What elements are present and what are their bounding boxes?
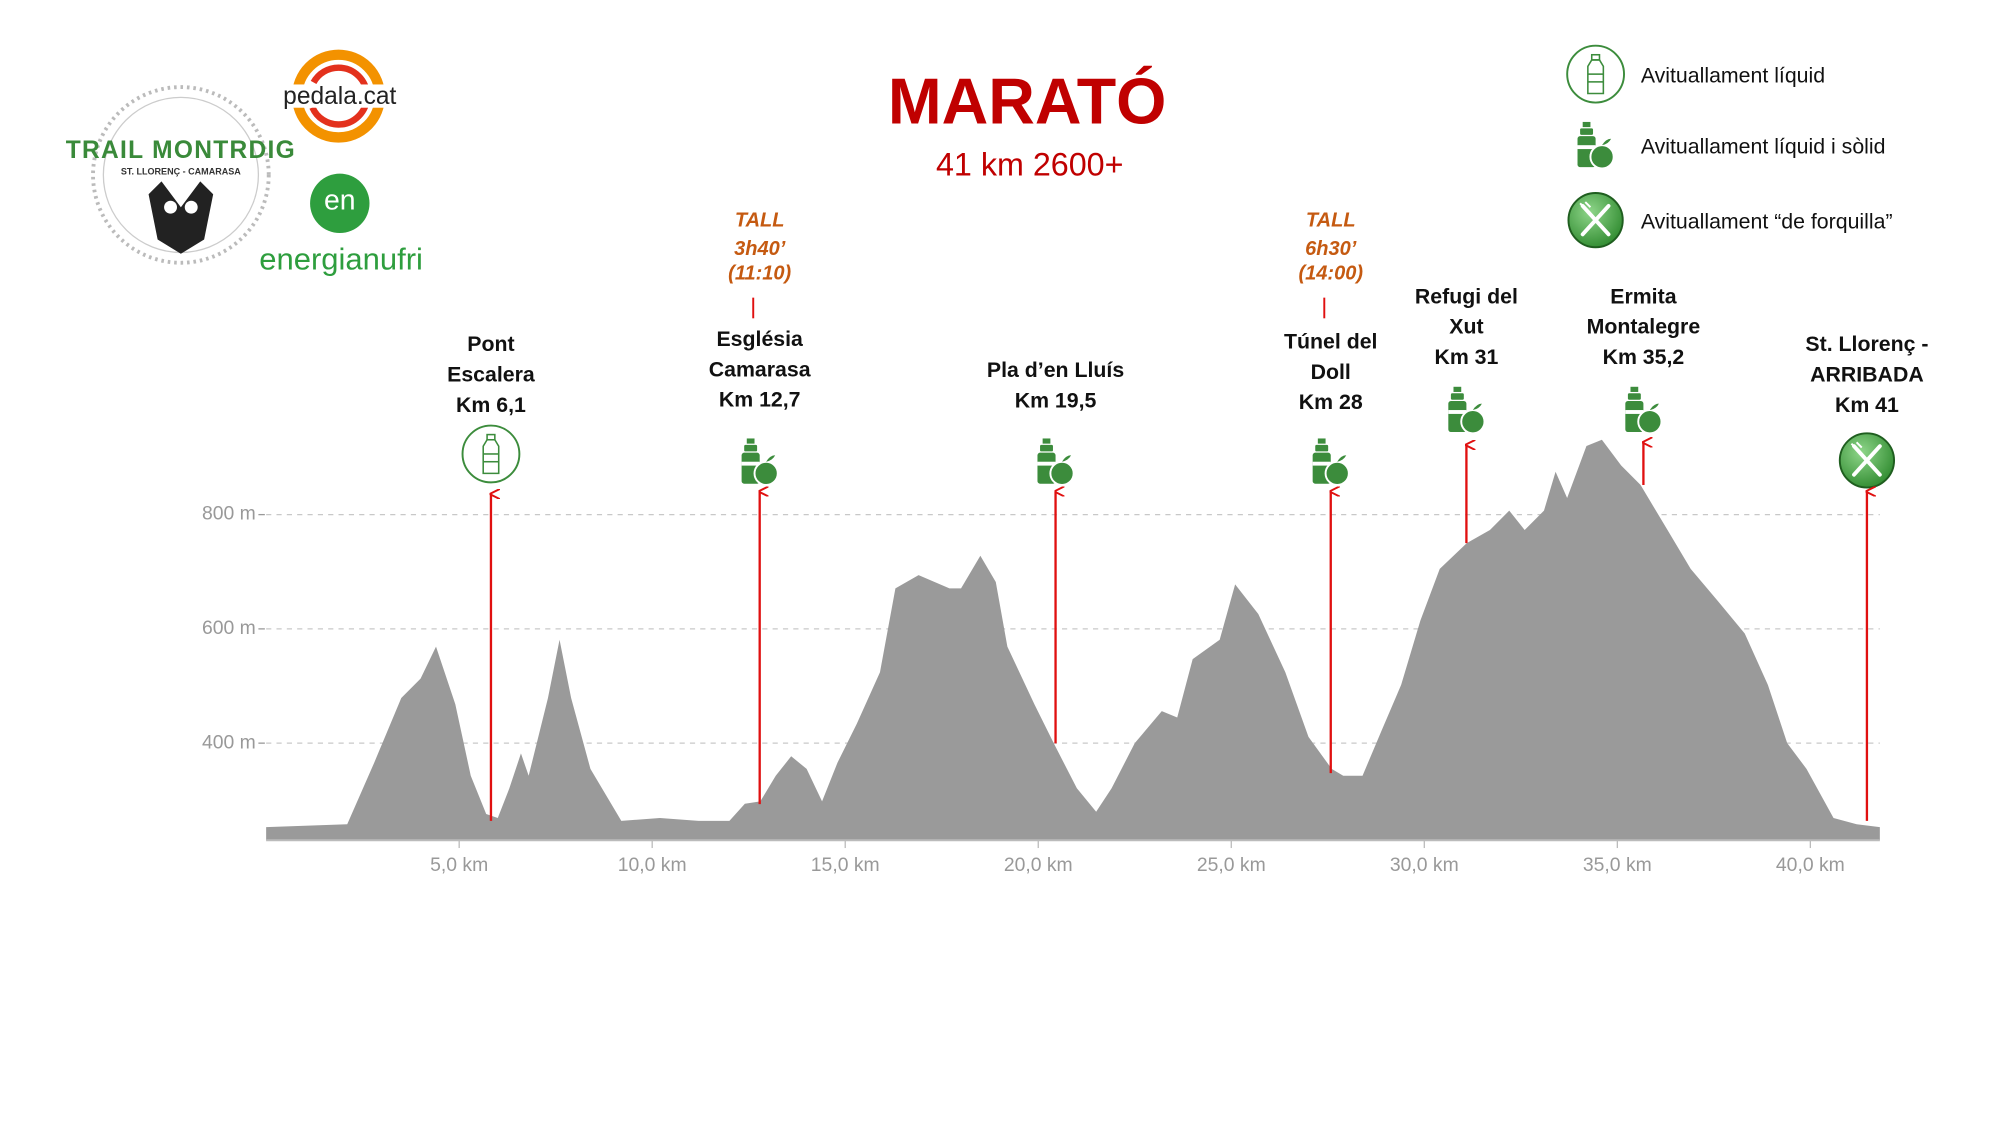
y-tick-label: 800 m	[202, 503, 256, 525]
checkpoint-label: Camarasa	[709, 357, 811, 381]
legend-label: Avituallament “de forquilla”	[1641, 209, 1893, 233]
checkpoint-label: Túnel del	[1284, 329, 1377, 353]
legend-label: Avituallament líquid	[1641, 63, 1825, 87]
supply-icon	[1837, 431, 1896, 490]
chart-subtitle: 41 km 2600+	[936, 147, 1124, 183]
y-tick-label: 400 m	[202, 731, 256, 753]
checkpoint-label: St. Llorenç -	[1805, 332, 1928, 356]
checkpoint-label: ARRIBADA	[1810, 362, 1924, 386]
checkpoint-label: Km 12,7	[719, 388, 801, 412]
checkpoint-label: Km 28	[1299, 390, 1363, 414]
checkpoint-label: Escalera	[447, 362, 535, 386]
checkpoint-label: Km 35,2	[1603, 345, 1685, 369]
supply-icon	[1624, 385, 1663, 435]
checkpoint-label: Km 31	[1434, 345, 1498, 369]
logo-text: ST. LLORENÇ - CAMARASA	[121, 167, 241, 177]
checkpoint-label: Pla d’en Lluís	[987, 358, 1124, 382]
checkpoint-label: Pont	[467, 332, 514, 356]
logo-text: pedala.cat	[283, 83, 396, 110]
checkpoint-label: Montalegre	[1587, 315, 1701, 339]
legend-label: Avituallament líquid i sòlid	[1641, 134, 1886, 158]
cutoff-label: TALL	[1306, 210, 1356, 232]
checkpoint-label: Ermita	[1610, 284, 1676, 308]
y-tick-label: 600 m	[202, 617, 256, 639]
logo-text: TRAIL MONTRDIG	[66, 137, 296, 164]
checkpoint-label: Església	[716, 327, 803, 351]
checkpoint-label: Km 19,5	[1015, 388, 1097, 412]
x-tick-label: 40,0 km	[1776, 854, 1845, 876]
checkpoint-label: Xut	[1449, 315, 1483, 339]
supply-icon	[1036, 437, 1075, 486]
elevation-area	[266, 439, 1880, 841]
supply-icon	[740, 437, 779, 486]
logo-pedala: pedala.cat	[276, 49, 404, 143]
logo-trail: TRAIL MONTRDIG ST. LLORENÇ - CAMARASA	[66, 85, 296, 265]
logo-text: en	[324, 185, 356, 217]
cutoff-label: (11:10)	[728, 263, 791, 285]
supply-icon	[1447, 385, 1486, 435]
logo-energia: en energianufri	[259, 173, 423, 277]
x-tick-label: 5,0 km	[430, 854, 488, 876]
chart-title: MARATÓ	[888, 65, 1167, 137]
supply-icon	[461, 424, 521, 484]
x-tick-label: 35,0 km	[1583, 854, 1652, 876]
legend-icon	[1566, 44, 1625, 104]
cutoff-label: TALL	[735, 210, 785, 232]
cutoff-label: (14:00)	[1298, 263, 1363, 285]
x-tick-label: 20,0 km	[1004, 854, 1073, 876]
legend-icon	[1566, 191, 1625, 250]
cutoff-label: 6h30’	[1305, 238, 1357, 260]
checkpoint-label: Km 41	[1835, 393, 1899, 417]
x-tick-label: 15,0 km	[811, 854, 880, 876]
checkpoint-label: Km 6,1	[456, 393, 526, 417]
x-tick-label: 30,0 km	[1390, 854, 1459, 876]
supply-icon	[1311, 437, 1350, 486]
checkpoint-label: Refugi del	[1415, 284, 1518, 308]
legend-icon	[1576, 120, 1615, 170]
x-tick-label: 25,0 km	[1197, 854, 1266, 876]
cutoff-label: 3h40’	[734, 238, 786, 260]
x-tick-label: 10,0 km	[618, 854, 687, 876]
checkpoint-label: Doll	[1311, 360, 1351, 384]
logo-text: energianufri	[259, 242, 423, 277]
